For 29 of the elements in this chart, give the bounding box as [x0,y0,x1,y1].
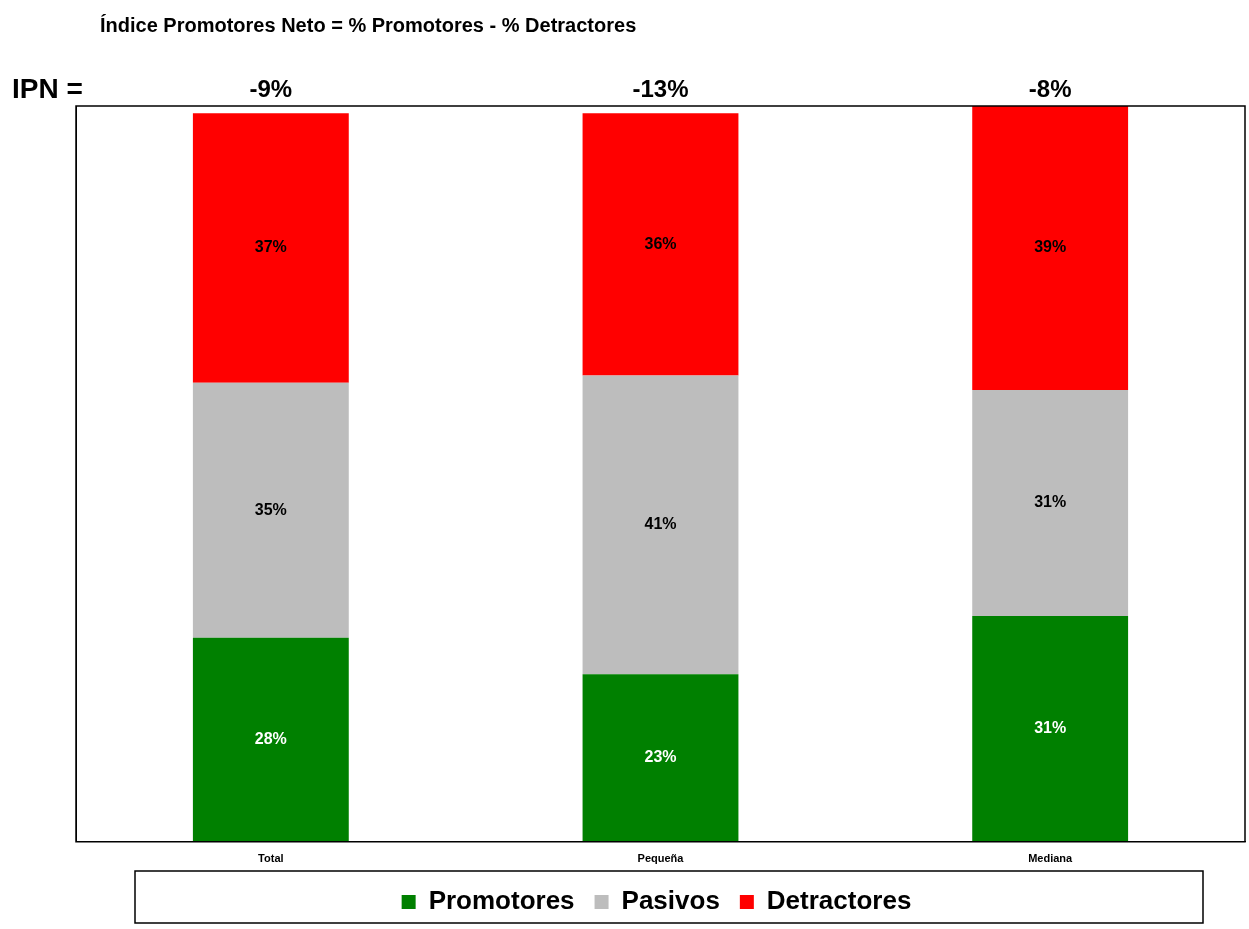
data-label: 31% [1034,719,1067,737]
bar [972,390,1129,616]
data-label: 37% [254,238,287,256]
bar [582,375,739,675]
bar [192,637,349,842]
x-tick-label: Pequeña [637,852,685,865]
x-tick-label: Total [258,852,284,865]
bar [582,674,739,842]
data-label: 36% [644,234,677,252]
data-label: 41% [644,515,677,533]
data-label: 35% [254,500,287,518]
data-label: 23% [644,748,677,766]
bar [192,382,349,638]
x-tick-label: Mediana [1028,852,1074,865]
data-label: 39% [1034,238,1067,256]
data-label: 28% [254,730,287,748]
bar [972,615,1129,842]
text: -13% [632,74,689,102]
legend-label: Detractores [766,885,912,916]
bar [582,113,739,376]
bar [192,113,349,383]
text: -9% [249,74,293,102]
legend-label: Promotores [428,885,575,916]
text: -8% [1028,74,1072,102]
data-label: 31% [1034,493,1067,511]
legend-label: Pasivos [621,885,720,916]
bar [972,106,1129,391]
text: IPN = [12,72,83,104]
chart-title: Índice Promotores Neto = % Promotores - % Detractores [100,14,637,37]
